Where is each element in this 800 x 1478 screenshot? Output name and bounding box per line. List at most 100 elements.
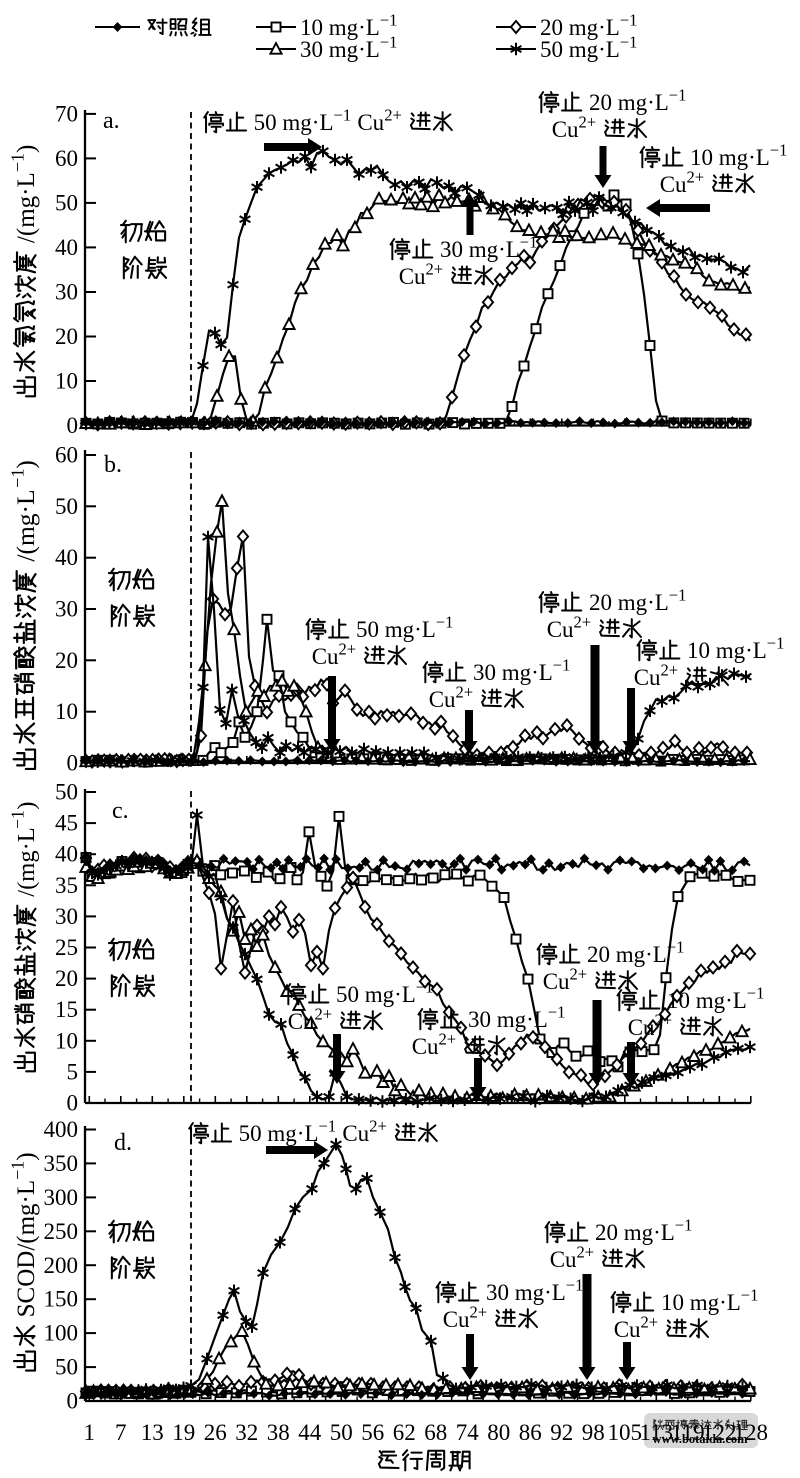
- svg-text:0: 0: [67, 413, 79, 438]
- svg-text:−1: −1: [667, 937, 685, 956]
- svg-text:10: 10: [55, 1028, 78, 1053]
- svg-text:98: 98: [582, 1420, 605, 1445]
- svg-text:Cu: Cu: [634, 665, 661, 690]
- svg-text:2+: 2+: [369, 1116, 387, 1135]
- svg-text:2+: 2+: [574, 612, 592, 631]
- svg-text:b.: b.: [104, 452, 122, 478]
- svg-text:50 mg·L: 50 mg·L: [330, 982, 416, 1007]
- svg-text:−1: −1: [669, 585, 687, 604]
- svg-text:2+: 2+: [456, 682, 474, 701]
- svg-text:−1: −1: [741, 1285, 759, 1304]
- svg-text:Cu: Cu: [337, 1121, 370, 1146]
- svg-text:44: 44: [298, 1420, 322, 1445]
- svg-text:Cu: Cu: [352, 110, 385, 135]
- svg-text:50 mg·L: 50 mg·L: [233, 1121, 319, 1146]
- svg-text:2+: 2+: [579, 112, 597, 131]
- svg-text:60: 60: [55, 443, 78, 468]
- svg-text:38: 38: [267, 1420, 290, 1445]
- svg-text:1: 1: [84, 1420, 96, 1445]
- svg-text:10 mg·L: 10 mg·L: [300, 15, 380, 40]
- svg-text:2+: 2+: [661, 660, 679, 679]
- svg-text:Cu: Cu: [443, 1307, 470, 1332]
- svg-text:2+: 2+: [339, 639, 357, 658]
- svg-text:Cu: Cu: [312, 644, 339, 669]
- svg-text:10: 10: [55, 369, 78, 394]
- svg-text:50 mg·L: 50 mg·L: [248, 110, 334, 135]
- svg-text:15: 15: [55, 997, 78, 1022]
- svg-text:−1: −1: [8, 810, 28, 829]
- svg-text:50 mg·L: 50 mg·L: [350, 617, 436, 642]
- svg-text:−1: −1: [770, 140, 788, 159]
- svg-text:105: 105: [608, 1420, 643, 1445]
- svg-text:−1: −1: [747, 983, 765, 1002]
- svg-text:56: 56: [361, 1420, 384, 1445]
- svg-text:−1: −1: [553, 655, 571, 674]
- svg-text:30: 30: [55, 904, 78, 929]
- svg-text:c.: c.: [112, 798, 129, 824]
- svg-text:Cu: Cu: [547, 617, 574, 642]
- svg-text:−1: −1: [620, 10, 638, 29]
- svg-text:50: 50: [330, 1420, 353, 1445]
- svg-text:80: 80: [487, 1420, 510, 1445]
- svg-text:20 mg·L: 20 mg·L: [581, 942, 667, 967]
- svg-text:−1: −1: [566, 1275, 584, 1294]
- svg-text:250: 250: [44, 1219, 79, 1244]
- svg-text:−1: −1: [416, 977, 434, 996]
- svg-text:2+: 2+: [687, 167, 705, 186]
- svg-text:10 mg·L: 10 mg·L: [681, 638, 767, 663]
- svg-text:10 mg·L: 10 mg·L: [684, 145, 770, 170]
- svg-text:35: 35: [55, 873, 78, 898]
- svg-text:Cu: Cu: [552, 117, 579, 142]
- svg-text:40: 40: [55, 842, 78, 867]
- svg-text:−1: −1: [380, 10, 398, 29]
- svg-text:Cu: Cu: [543, 969, 570, 994]
- svg-text:Cu: Cu: [288, 1009, 315, 1034]
- svg-text:/(mg·L: /(mg·L: [13, 827, 40, 903]
- svg-text:25: 25: [55, 935, 78, 960]
- svg-text:−1: −1: [675, 1215, 693, 1234]
- svg-text:30 mg·L: 30 mg·L: [467, 660, 553, 685]
- svg-text:−1: −1: [669, 85, 687, 104]
- svg-text:−1: −1: [436, 612, 454, 631]
- svg-text:50: 50: [55, 1355, 78, 1380]
- svg-text:10 mg·L: 10 mg·L: [655, 1290, 741, 1315]
- svg-text:10 mg·L: 10 mg·L: [661, 988, 747, 1013]
- svg-text:20: 20: [55, 966, 78, 991]
- svg-text:www.botaida.com: www.botaida.com: [652, 1432, 748, 1446]
- svg-text:45: 45: [55, 811, 78, 836]
- svg-text:50: 50: [55, 190, 78, 215]
- svg-text:60: 60: [55, 146, 78, 171]
- svg-text:0: 0: [67, 1091, 79, 1116]
- svg-text:): ): [13, 145, 40, 153]
- svg-text:5: 5: [67, 1059, 79, 1084]
- svg-text:Cu: Cu: [429, 687, 456, 712]
- svg-text:30 mg·L: 30 mg·L: [462, 1007, 548, 1032]
- svg-text:−1: −1: [620, 32, 638, 51]
- svg-text:−1: −1: [767, 633, 785, 652]
- svg-text:): ): [11, 460, 40, 469]
- svg-text:−1: −1: [380, 32, 398, 51]
- svg-text:50 mg·L: 50 mg·L: [540, 37, 620, 62]
- svg-text:−1: −1: [319, 1116, 337, 1135]
- svg-text:): ): [13, 802, 40, 810]
- svg-text:Cu: Cu: [412, 1034, 439, 1059]
- svg-text:122: 122: [702, 1420, 737, 1445]
- svg-text:d.: d.: [114, 1130, 132, 1156]
- svg-text:0: 0: [67, 1389, 79, 1414]
- svg-text:30 mg·L: 30 mg·L: [300, 37, 380, 62]
- svg-text:−1: −1: [548, 1002, 566, 1021]
- svg-text:20 mg·L: 20 mg·L: [583, 90, 669, 115]
- svg-text:2+: 2+: [655, 1010, 673, 1029]
- svg-text:Cu: Cu: [614, 1317, 641, 1342]
- svg-text:13: 13: [141, 1420, 164, 1445]
- svg-text:74: 74: [456, 1420, 480, 1445]
- svg-text:30: 30: [55, 280, 78, 305]
- svg-text:−1: −1: [520, 232, 538, 251]
- svg-text:2+: 2+: [439, 1029, 457, 1048]
- svg-text:70: 70: [55, 101, 78, 126]
- svg-text:30 mg·L: 30 mg·L: [434, 237, 520, 262]
- svg-text:100: 100: [44, 1321, 79, 1346]
- svg-text:7: 7: [115, 1420, 127, 1445]
- svg-text:2+: 2+: [426, 259, 444, 278]
- svg-text:40: 40: [55, 235, 78, 260]
